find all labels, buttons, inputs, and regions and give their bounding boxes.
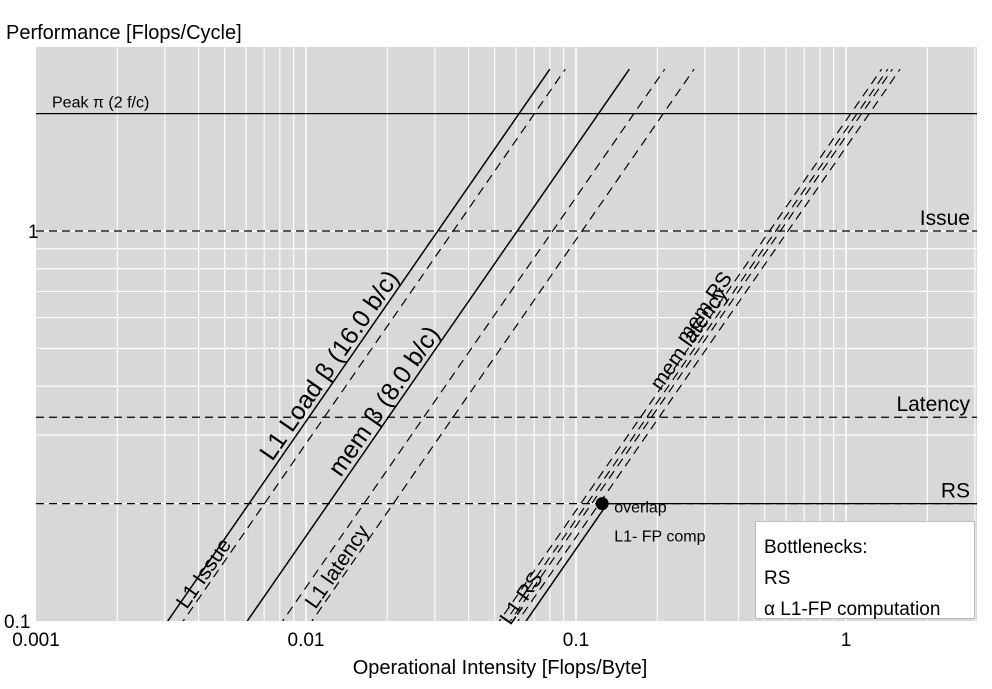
roofline-2: [182, 68, 566, 621]
annotation-0: overlap: [614, 499, 667, 516]
y-tick-0: 0.1: [4, 612, 30, 633]
tick-labels: 0.001 0.01 0.1 1 0.1 1: [4, 222, 851, 651]
label-hline-2: Latency: [896, 393, 970, 416]
roofline-5: [517, 68, 901, 621]
label-hline-1: Issue: [920, 207, 970, 230]
bottlenecks-title: Bottlenecks:: [764, 537, 868, 558]
series-lines: [36, 68, 977, 621]
bottleneck-item-rs: RS: [764, 568, 791, 589]
roofline-6: [509, 68, 893, 621]
x-tick-1: 0.01: [288, 630, 325, 651]
roofline-9: [525, 503, 609, 621]
bottlenecks-legend: Bottlenecks: RS α L1-FP computation: [755, 521, 975, 620]
bottleneck-item-fp: α L1-FP computation: [764, 599, 941, 620]
y-axis-title: Performance [Flops/Cycle]: [6, 22, 242, 44]
x-tick-2: 0.1: [563, 630, 589, 651]
label-peak: Peak π (2 f/c): [52, 95, 149, 112]
roofline-4: [281, 68, 666, 621]
x-tick-0: 0.001: [12, 630, 60, 651]
annotation-1: L1- FP comp: [614, 528, 705, 545]
roofline-1: [166, 68, 551, 621]
roofline-7: [505, 68, 889, 621]
roofline-0: [246, 68, 630, 621]
x-axis-title: Operational Intensity [Flops/Byte]: [353, 657, 648, 679]
roofline-3: [311, 68, 695, 621]
data-point-0: [595, 497, 609, 511]
x-tick-3: 1: [841, 630, 852, 651]
label-hline-3: RS: [941, 480, 970, 503]
y-tick-1: 1: [28, 222, 39, 243]
roofline-8: [498, 68, 883, 621]
